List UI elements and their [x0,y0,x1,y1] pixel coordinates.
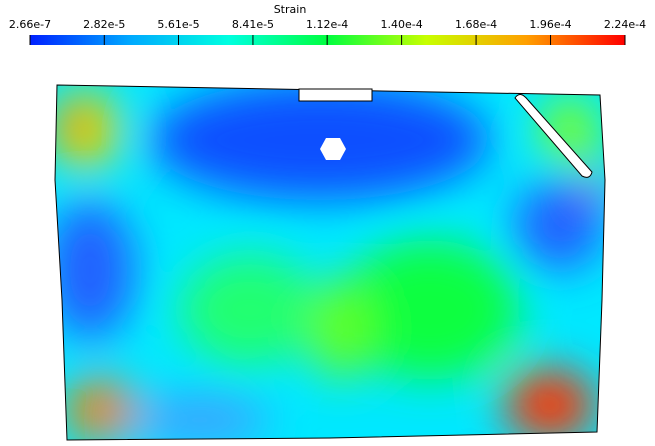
colorbar-tick-label: 5.61e-5 [157,18,199,31]
colorbar-tick-label: 1.40e-4 [380,18,422,31]
slanted-slot [514,94,593,178]
colorbar-tick-label: 2.82e-5 [83,18,125,31]
hex-hole [320,138,346,160]
colorbar-tick-label: 2.66e-7 [9,18,51,31]
colorbar-tick-label: 1.12e-4 [306,18,348,31]
strain-field [55,85,605,440]
slot-hole [298,88,373,102]
colorbar: 2.66e-7 2.82e-5 5.61e-5 8.41e-5 1.12e-4 1.40e… [9,18,646,45]
colorbar-tick-label: 2.24e-4 [604,18,646,31]
colorbar-tick-label: 8.41e-5 [232,18,274,31]
plate-outline [54,84,606,441]
colorbar-title: Strain [274,3,307,16]
colorbar-tick-label: 1.68e-4 [455,18,497,31]
colorbar-tick-label: 1.96e-4 [529,18,571,31]
